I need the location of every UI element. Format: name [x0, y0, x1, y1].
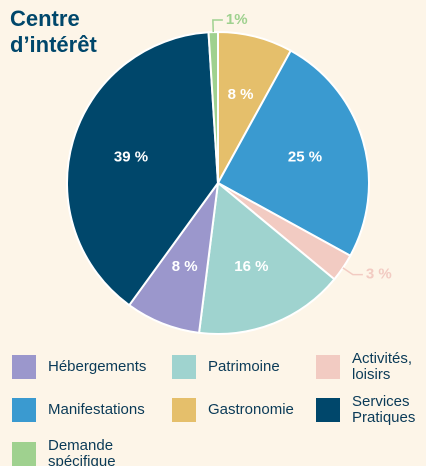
legend-label: Activités, loisirs	[352, 350, 413, 383]
legend-swatch	[172, 398, 196, 422]
slice-label: 25 %	[288, 149, 322, 166]
slice-label: 16 %	[234, 258, 268, 275]
legend-swatch	[12, 442, 36, 466]
legend-item: Gastronomie	[172, 398, 322, 422]
slice-label: 1%	[226, 11, 248, 28]
legend-label: Services Pratiques	[352, 393, 416, 426]
slice-label: 39 %	[114, 149, 148, 166]
legend-item: Activités, loisirs	[316, 351, 424, 383]
legend-item: Demande spécifique	[12, 438, 162, 466]
legend-item: Services Pratiques	[316, 394, 424, 426]
chart-title: Centre d’intérêt	[10, 6, 97, 57]
legend-item: Patrimoine	[172, 355, 322, 379]
leader-line	[212, 19, 223, 33]
pie-slice	[207, 30, 219, 184]
legend-label: Hébergements	[48, 358, 147, 375]
pie-slice	[197, 181, 336, 335]
slice-label: 8 %	[172, 258, 198, 275]
pie-slice	[66, 31, 220, 307]
legend-swatch	[316, 398, 340, 422]
leader-line	[342, 267, 363, 276]
legend-item: Hébergements	[12, 355, 162, 379]
legend-swatch	[12, 355, 36, 379]
slice-label: 8 %	[228, 86, 254, 103]
legend-label: Patrimoine	[208, 358, 280, 375]
slice-label: 3 %	[366, 266, 392, 283]
legend-label: Demande spécifique	[48, 437, 116, 466]
pie-slice	[216, 49, 370, 258]
legend-swatch	[316, 355, 340, 379]
legend-label: Gastronomie	[208, 401, 294, 418]
legend-label: Manifestations	[48, 401, 145, 418]
legend-swatch	[172, 355, 196, 379]
legend-item: Manifestations	[12, 398, 162, 422]
legend-swatch	[12, 398, 36, 422]
